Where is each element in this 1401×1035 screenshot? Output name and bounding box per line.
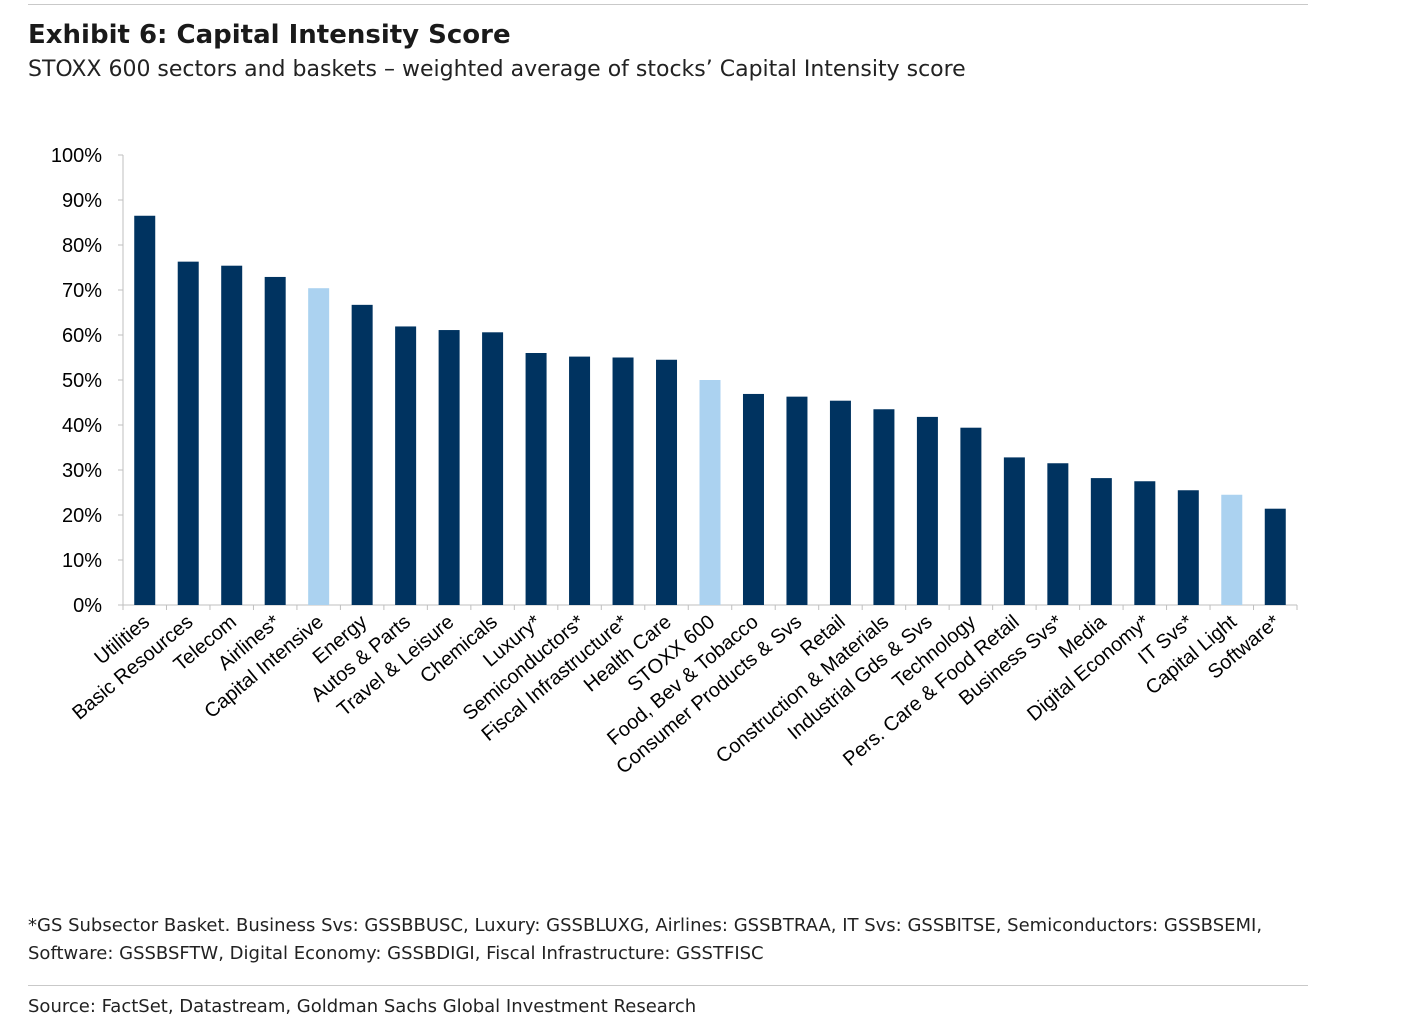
bar-food-bev-tobacco (742, 393, 764, 605)
y-tick-label: 40% (62, 415, 102, 437)
bar-it-svs (1177, 490, 1199, 605)
capital-intensity-bar-chart: 0%10%20%30%40%50%60%70%80%90%100%Utiliti… (51, 145, 1298, 779)
y-tick-label: 20% (62, 505, 102, 527)
bottom-rule (28, 985, 1308, 986)
y-tick-label: 50% (62, 370, 102, 392)
bar-health-care (656, 359, 678, 605)
chart-title: Exhibit 6: Capital Intensity Score (28, 20, 511, 50)
bar-fiscal-infrastructure (612, 357, 634, 605)
bar-digital-economy (1134, 481, 1156, 605)
bar-capital-intensive (308, 288, 330, 605)
bar-stoxx-600 (699, 380, 721, 605)
bar-autos-parts (395, 326, 417, 605)
source-note: Source: FactSet, Datastream, Goldman Sac… (28, 996, 697, 1017)
footnote: *GS Subsector Basket. Business Svs: GSSB… (28, 915, 1263, 964)
chart-subtitle: STOXX 600 sectors and baskets – weighted… (28, 57, 966, 82)
y-tick-label: 100% (51, 145, 102, 167)
bar-consumer-products-svs (786, 396, 808, 605)
top-rule (28, 4, 1308, 5)
bar-retail (829, 400, 851, 605)
bar-basic-resources (177, 261, 199, 605)
bar-media (1090, 478, 1112, 605)
bar-luxury (525, 353, 547, 605)
bar-industrial-gds-svs (916, 416, 938, 605)
bar-construction-materials (873, 409, 895, 605)
y-tick-label: 0% (73, 595, 102, 617)
bar-semiconductors (569, 356, 591, 605)
bar-technology (960, 427, 982, 605)
y-tick-label: 90% (62, 190, 102, 212)
bar-capital-light (1221, 494, 1243, 605)
bar-business-svs (1047, 463, 1069, 605)
bar-travel-leisure (438, 330, 460, 605)
y-tick-label: 10% (62, 550, 102, 572)
bar-energy (351, 304, 373, 605)
y-tick-label: 60% (62, 325, 102, 347)
bar-pers-care-food-retail (1003, 457, 1025, 605)
y-tick-label: 70% (62, 280, 102, 302)
bar-chemicals (482, 332, 504, 605)
y-tick-label: 80% (62, 235, 102, 257)
y-tick-label: 30% (62, 460, 102, 482)
bar-software (1264, 508, 1286, 605)
bar-airlines (264, 276, 286, 605)
bar-utilities (134, 215, 156, 605)
bar-telecom (221, 265, 243, 605)
